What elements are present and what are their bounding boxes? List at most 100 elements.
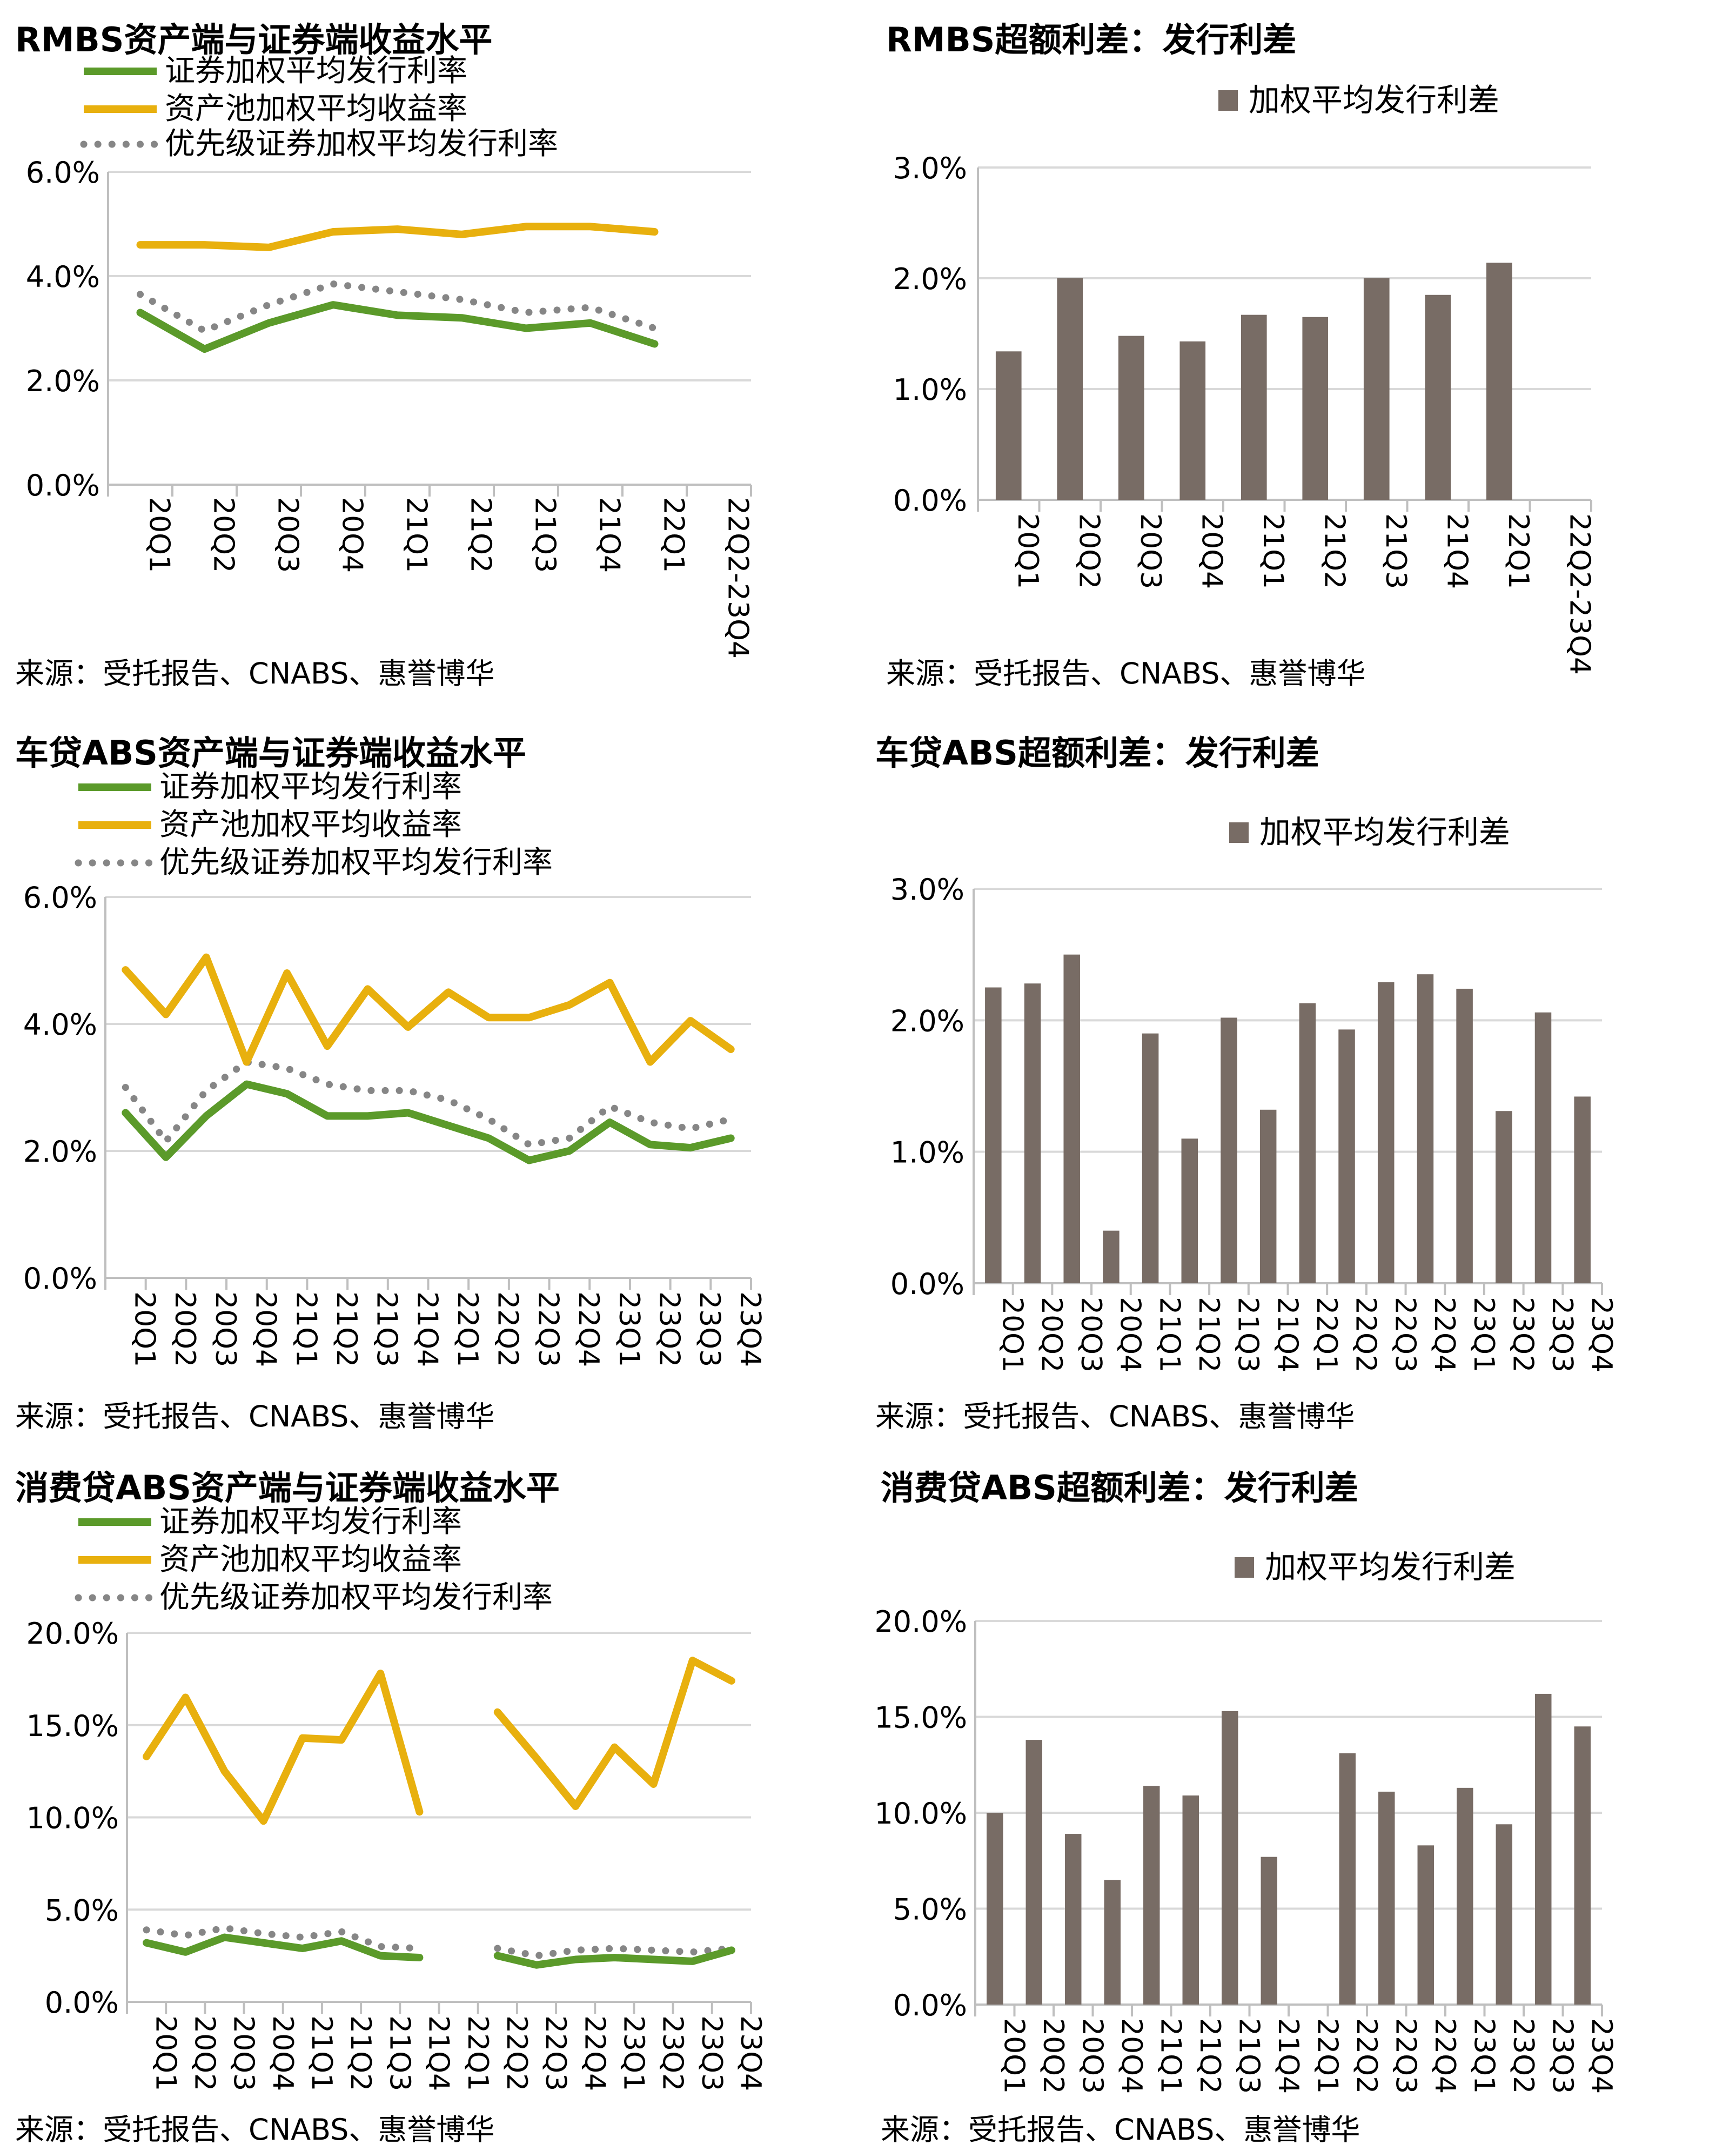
bar [1339,1753,1356,2005]
x-tick-label: 22Q2 [1350,2018,1383,2094]
chart-panel-5: 消费贷ABS资产端与证券端收益水平 0.0% 5.0% 10.0% 15.0% 20.0%… [15,1468,767,2147]
x-tick-label: 20Q2 [169,1291,201,1367]
series-line-dots [143,1924,423,1952]
x-tick-label: 22Q2 [492,1291,524,1367]
x-tick-label: 22Q3 [1389,1297,1421,1372]
bar [1377,982,1395,1283]
bar [1302,317,1329,500]
x-tick-label: 22Q1 [1310,1297,1343,1372]
legend-label: 优先级证券加权平均发行利率 [159,845,553,880]
y-tick-label: 4.0% [23,1008,97,1042]
source-note: 来源：受托报告、CNABS、惠誉博华 [886,656,1365,691]
chart-panel-2: RMBS超额利差：发行利差 0.0% 1.0% 2.0% 3.0% 20Q1 20Q2 20Q… [886,20,1596,691]
bar [1057,278,1083,500]
x-tick-label: 22Q3 [532,1291,564,1367]
chart-panel-1: RMBS资产端与证券端收益水平 0.0% 2.0% 4.0% 6.0% 20Q1 20Q2 2… [15,20,754,691]
x-tick-label: 23Q1 [1467,2018,1500,2094]
x-tick-label: 22Q1 [451,1291,484,1367]
x-tick-label: 20Q4 [1114,1297,1147,1372]
series-line-gold [143,1670,424,1825]
bar [1574,1726,1591,2005]
y-tick-label: 3.0% [893,151,967,185]
chart-title: 车贷ABS资产端与证券端收益水平 [15,733,526,773]
y-tick-label: 1.0% [890,1136,964,1170]
series-line-dots [122,1058,735,1148]
bar [1118,336,1144,500]
x-tick-label: 22Q2-23Q4 [1563,513,1596,675]
x-tick-label: 21Q1 [400,497,433,573]
series-line-green [143,1933,424,1961]
x-tick-label: 21Q4 [593,497,626,573]
bar [995,351,1022,500]
bar [1496,1824,1512,2005]
series-line-gold [136,223,659,251]
chart-title: RMBS超额利差：发行利差 [886,20,1296,59]
bar [1143,1786,1160,2005]
bar [985,987,1002,1283]
x-tick-label: 21Q4 [1440,513,1473,589]
x-tick-label: 23Q4 [734,2015,767,2091]
bar [1486,263,1512,500]
y-tick-label: 2.0% [890,1004,964,1038]
bar [1259,1109,1277,1283]
x-tick-label: 20Q4 [1115,2018,1148,2094]
y-tick-label: 20.0% [874,1605,967,1639]
y-tick-label: 10.0% [26,1801,119,1835]
y-tick-label: 15.0% [26,1709,119,1743]
y-tick-label: 5.0% [893,1893,967,1927]
x-tick-label: 20Q4 [250,1291,282,1367]
x-tick-label: 21Q2 [1192,1297,1225,1372]
bar [1496,1111,1512,1283]
y-tick-label: 0.0% [893,1988,967,2022]
source-note: 来源：受托报告、CNABS、惠誉博华 [15,656,494,691]
x-tick-label: 21Q2 [1194,2018,1226,2094]
x-tick-label: 22Q1 [658,497,690,573]
x-tick-label: 21Q3 [1232,1297,1264,1372]
x-tick-label: 22Q1 [461,2015,494,2091]
chart-panel-6: 消费贷ABS超额利差：发行利差 0.0% 5.0% 10.0% 15.0% 20.0% 20… [874,1468,1617,2147]
legend-label: 加权平均发行利差 [1265,1549,1516,1585]
bar [1221,1017,1237,1283]
x-tick-label: 21Q3 [1379,513,1412,589]
x-tick-label: 21Q3 [529,497,561,573]
x-tick-label: 20Q4 [266,2015,299,2091]
x-tick-label: 22Q3 [1389,2018,1422,2094]
bar [1063,954,1080,1283]
legend-label: 证券加权平均发行利率 [159,1504,462,1539]
y-tick-label: 2.0% [893,262,967,296]
x-tick-label: 20Q1 [149,2015,182,2091]
legend-swatch-bar [1229,822,1249,843]
x-tick-label: 20Q2 [1035,1297,1068,1372]
y-tick-label: 6.0% [23,881,97,915]
x-tick-label: 22Q3 [539,2015,572,2091]
x-tick-label: 23Q2 [653,1291,685,1367]
bar [1142,1033,1159,1283]
x-tick-label: 20Q2 [207,497,240,573]
x-tick-label: 21Q2 [330,1291,363,1367]
y-tick-label: 2.0% [26,364,100,398]
bar [1534,1012,1552,1283]
x-tick-label: 21Q3 [383,2015,415,2091]
x-tick-label: 22Q4 [1429,2018,1461,2094]
x-tick-label: 21Q2 [465,497,497,573]
legend-label: 资产池加权平均收益率 [159,807,462,842]
bar [1025,1740,1042,2005]
x-tick-label: 22Q2-23Q4 [722,497,754,659]
x-tick-label: 21Q3 [371,1291,403,1367]
x-tick-label: 22Q4 [572,1291,605,1367]
x-tick-label: 22Q2 [1350,1297,1382,1372]
series-line-dots [494,1945,735,1960]
y-tick-label: 5.0% [45,1893,119,1927]
y-tick-label: 0.0% [45,1986,119,2020]
source-note: 来源：受托报告、CNABS、惠誉博华 [881,2113,1360,2147]
x-tick-label: 23Q3 [1546,1297,1578,1372]
x-tick-label: 21Q1 [305,2015,338,2091]
source-note: 来源：受托报告、CNABS、惠誉博华 [875,1399,1355,1433]
x-tick-label: 23Q2 [656,2015,689,2091]
y-tick-label: 0.0% [890,1267,964,1301]
y-tick-label: 3.0% [890,873,964,907]
x-tick-label: 23Q3 [1546,2018,1578,2094]
bar [1222,1711,1238,2005]
x-tick-label: 22Q4 [578,2015,611,2091]
x-tick-label: 23Q1 [1467,1297,1500,1372]
